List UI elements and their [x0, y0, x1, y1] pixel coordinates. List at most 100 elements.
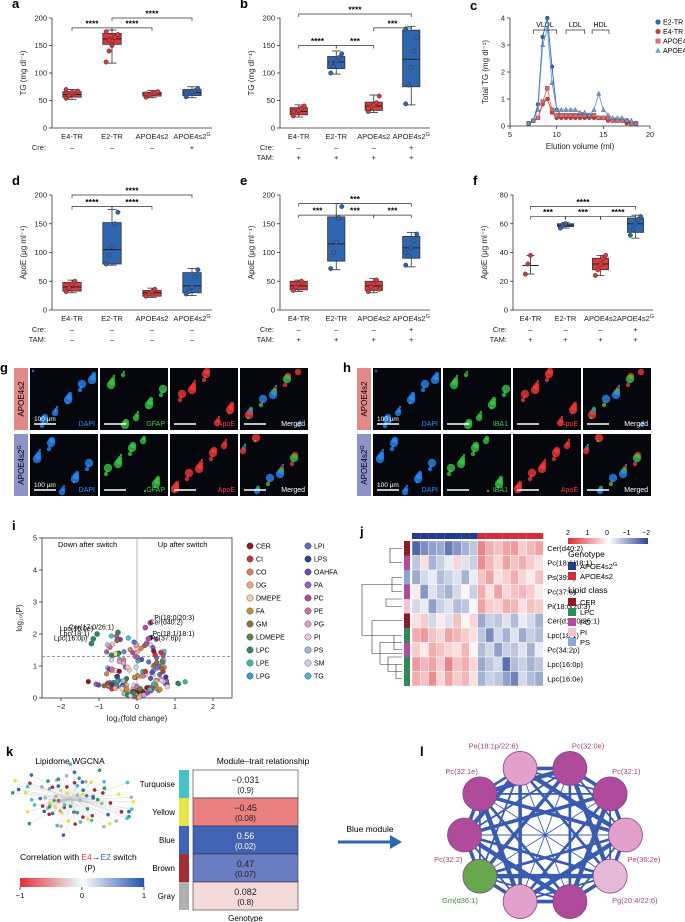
- network-edge: [31, 774, 78, 801]
- scale-swatch: [604, 538, 606, 544]
- lipid-class-bar: [404, 628, 410, 643]
- y-tick-label: 4: [33, 566, 37, 575]
- cell-signal: [122, 370, 126, 374]
- series-point: [600, 107, 606, 112]
- heatmap-cell: [428, 671, 437, 687]
- heatmap-cell: [428, 627, 437, 643]
- heatmap-cell: [518, 613, 527, 629]
- series-point: [605, 112, 611, 118]
- data-point: [411, 238, 417, 244]
- cell-signal: [570, 411, 574, 415]
- series-point: [544, 26, 550, 31]
- cell-signal: [65, 401, 69, 405]
- network-edge: [479, 833, 626, 878]
- module-xlabel: Genotype: [228, 914, 263, 922]
- heatmap-cell: [469, 671, 478, 687]
- corr-swatch: [62, 878, 65, 887]
- heatmap-cell: [485, 671, 495, 687]
- corr-swatch: [40, 878, 43, 887]
- heatmap-cell: [485, 613, 495, 629]
- row-label: Lpc(16:0p): [547, 660, 583, 669]
- row-label: APOE4s2G: [17, 445, 26, 484]
- heatmap-cell: [444, 656, 454, 672]
- legend-label: PE: [314, 609, 324, 616]
- row-value: +: [633, 325, 638, 334]
- heatmap-cell: [436, 613, 446, 629]
- lipid-class-bar: [404, 642, 410, 657]
- channel-label: ApoE: [561, 487, 578, 494]
- row-value: +: [297, 335, 302, 344]
- row-value: –: [190, 335, 195, 344]
- cell-signal: [224, 438, 228, 442]
- heatmap-cell: [485, 540, 495, 556]
- row-value: +: [598, 335, 603, 344]
- heatmap-cell: [461, 656, 470, 672]
- wgcna-title: Lipidome WGCNA: [35, 756, 105, 766]
- volcano-point: [121, 649, 127, 655]
- cell-signal: [391, 444, 395, 448]
- data-point: [411, 48, 417, 54]
- network-node: [107, 821, 112, 826]
- network-node: [106, 812, 110, 817]
- scale-label: 100 μm: [377, 482, 399, 489]
- network-node: [75, 810, 80, 815]
- network-edge: [68, 799, 70, 821]
- volcano-point: [105, 642, 111, 648]
- corr-swatch: [72, 878, 75, 887]
- data-point: [522, 271, 528, 277]
- row-value: –: [110, 143, 115, 152]
- legend-marker: [304, 542, 312, 550]
- corr-swatch: [54, 878, 57, 887]
- cell-signal: [463, 372, 469, 378]
- node-label: Pc(32:0e): [572, 741, 605, 750]
- cell-signal: [413, 474, 423, 484]
- row-value: –: [334, 143, 339, 152]
- cell-signal: [267, 479, 271, 483]
- legend-label: LPE: [256, 661, 270, 668]
- cell-signal: [374, 369, 378, 373]
- cell-signal: [420, 387, 426, 393]
- panel-label-a: a: [12, 0, 20, 11]
- node-label: Pc(32:2): [434, 855, 463, 864]
- heatmap-cell: [452, 598, 462, 614]
- heatmap-cell: [526, 598, 536, 614]
- heatmap-cell: [526, 671, 536, 687]
- lipid-class-bar: [404, 613, 410, 628]
- scale-swatch: [602, 538, 604, 544]
- row-band: [357, 368, 371, 430]
- panel-label-b: b: [240, 0, 248, 11]
- network-edge: [41, 786, 70, 801]
- cell-signal: [208, 448, 218, 458]
- heatmap-cell: [510, 584, 519, 600]
- heatmap-cell: [428, 584, 437, 600]
- panel-label-f: f: [473, 173, 478, 188]
- row-label: Lpc(18:1): [547, 631, 579, 640]
- legend-marker: [246, 620, 254, 628]
- scale-tick: 0: [605, 530, 609, 537]
- series-line: [528, 17, 636, 124]
- network-edge: [463, 833, 572, 904]
- series-point: [596, 115, 601, 121]
- cell-signal: [225, 405, 235, 415]
- corr-title: Correlation with E4→E2 switch: [20, 852, 137, 862]
- cell-signal: [127, 451, 133, 457]
- heatmap-cell: [534, 671, 544, 687]
- corr-tick-label: 1: [142, 891, 146, 900]
- network-edge: [479, 793, 611, 877]
- corr-swatch: [108, 878, 111, 887]
- x-tick-label: −1: [95, 702, 104, 711]
- heatmap-cell: [502, 540, 511, 556]
- network-edge: [464, 833, 611, 878]
- network-edge: [64, 799, 88, 809]
- network-node: [29, 797, 34, 802]
- legend-label: SM: [314, 661, 325, 668]
- module-cell: [192, 825, 299, 855]
- corr-swatch: [32, 878, 35, 887]
- volcano-point: [158, 649, 164, 655]
- row-label: TAM:: [490, 335, 507, 344]
- series-point: [573, 113, 578, 118]
- volcano-point: [154, 665, 160, 671]
- legend-label: OAHFA: [314, 570, 338, 577]
- point-label: Cer(17:0/26:1): [69, 624, 114, 631]
- cell-signal: [187, 385, 197, 395]
